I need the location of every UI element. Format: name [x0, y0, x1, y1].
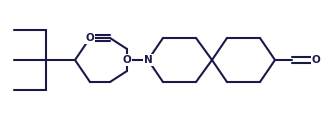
Text: N: N — [144, 55, 152, 65]
Text: O: O — [86, 33, 94, 43]
Text: O: O — [312, 55, 321, 65]
Text: O: O — [122, 55, 131, 65]
